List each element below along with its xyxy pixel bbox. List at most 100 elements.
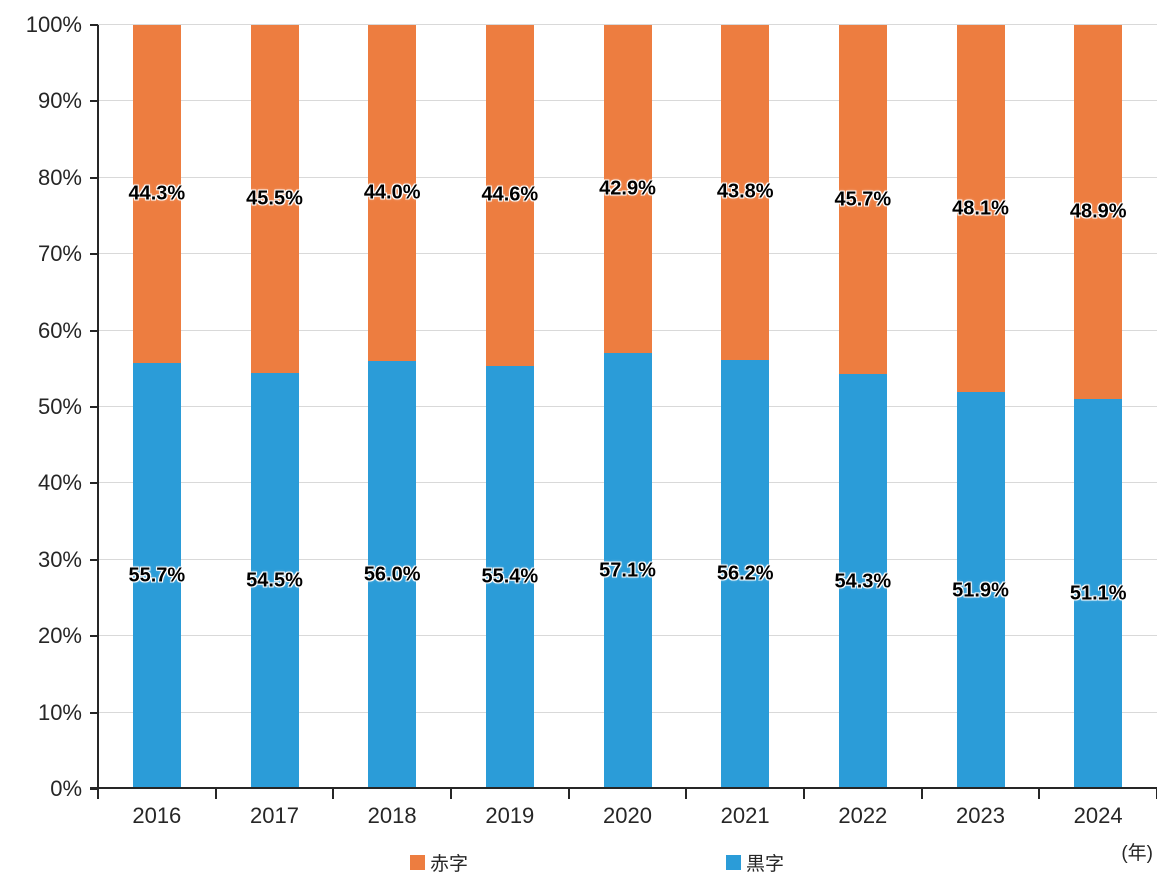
bar-value-label-surplus-2024: 51.1% bbox=[1069, 582, 1127, 605]
bar-segment-surplus-2020: 57.1% bbox=[599, 352, 656, 789]
x-tick-mark-6 bbox=[802, 789, 805, 799]
y-tick-label-60: 60% bbox=[37, 317, 82, 343]
legend-label-deficit: 赤字 bbox=[430, 854, 469, 875]
x-axis: 2016 2017 2018 2019 2020 2021 2022 2023 2024 bbox=[97, 789, 1157, 845]
y-tick-mark-30 bbox=[90, 558, 98, 561]
x-tick-label-2022: 2022 bbox=[838, 803, 888, 828]
bar-value-label-deficit-2018: 44.0% bbox=[363, 181, 421, 204]
bar-column-2023: 48.1% 51.9% bbox=[952, 25, 1009, 789]
bar-segment-surplus-2017: 54.5% bbox=[246, 372, 303, 789]
y-tick-label-20: 20% bbox=[37, 623, 82, 649]
y-tick-label-100: 100% bbox=[25, 12, 82, 37]
legend: 赤字 黒字 bbox=[410, 849, 784, 876]
bar-column-2019: 44.6% 55.4% bbox=[481, 25, 538, 789]
bar-column-2017: 45.5% 54.5% bbox=[246, 25, 303, 789]
bar-value-label-deficit-2023: 48.1% bbox=[952, 197, 1009, 220]
x-axis-line bbox=[90, 787, 1157, 789]
bar-segment-deficit-2016: 44.3% bbox=[128, 25, 185, 364]
x-tick-mark-7 bbox=[920, 789, 923, 799]
y-tick-label-50: 50% bbox=[37, 394, 82, 419]
y-tick-mark-80 bbox=[90, 176, 98, 179]
y-tick-label-40: 40% bbox=[37, 470, 82, 496]
plot-area: 44.3% 55.7% 45.5% 54.5% 44.0% 56.0% 44.6% 55.4%… bbox=[98, 24, 1157, 789]
bar-2024: 48.9% 51.1% bbox=[1039, 25, 1157, 789]
x-tick-label-2021: 2021 bbox=[720, 803, 770, 828]
x-tick-mark-3 bbox=[449, 789, 452, 799]
bars: 44.3% 55.7% 45.5% 54.5% 44.0% 56.0% 44.6% 55.4%… bbox=[98, 25, 1157, 789]
y-tick-mark-50 bbox=[90, 406, 98, 408]
bar-value-label-deficit-2024: 48.9% bbox=[1069, 200, 1127, 223]
y-tick-label-10: 10% bbox=[37, 699, 82, 725]
bar-segment-deficit-2024: 48.9% bbox=[1070, 25, 1127, 399]
y-tick-mark-60 bbox=[90, 329, 98, 332]
x-tick-mark-2 bbox=[332, 789, 335, 799]
y-tick-mark-0 bbox=[90, 788, 98, 790]
bar-segment-deficit-2017: 45.5% bbox=[246, 25, 303, 373]
legend-item-surplus: 黒字 bbox=[726, 849, 784, 876]
bar-value-label-deficit-2021: 43.8% bbox=[716, 180, 774, 203]
bar-2017: 45.5% 54.5% bbox=[216, 25, 334, 789]
bar-segment-deficit-2023: 48.1% bbox=[952, 25, 1009, 393]
bar-segment-surplus-2018: 56.0% bbox=[364, 361, 421, 789]
bar-segment-deficit-2021: 43.8% bbox=[717, 25, 774, 360]
bar-value-label-surplus-2019: 55.4% bbox=[481, 565, 539, 588]
bar-column-2024: 48.9% 51.1% bbox=[1070, 25, 1127, 789]
bar-segment-deficit-2022: 45.7% bbox=[835, 25, 891, 375]
bar-2020: 42.9% 57.1% bbox=[569, 25, 687, 789]
bar-column-2016: 44.3% 55.7% bbox=[128, 25, 185, 789]
x-tick-label-2017: 2017 bbox=[250, 803, 299, 828]
y-tick-mark-20 bbox=[90, 635, 98, 638]
legend-label-surplus: 黒字 bbox=[746, 854, 785, 875]
x-tick-label-2018: 2018 bbox=[367, 803, 417, 828]
legend-swatch-deficit-icon bbox=[410, 855, 425, 870]
legend-item-deficit: 赤字 bbox=[410, 849, 468, 876]
bar-value-label-surplus-2021: 56.2% bbox=[716, 562, 774, 585]
bar-value-label-deficit-2016: 44.3% bbox=[128, 182, 186, 205]
bar-value-label-surplus-2022: 54.3% bbox=[834, 570, 892, 593]
y-tick-label-90: 90% bbox=[37, 88, 82, 114]
x-tick-label-2023: 2023 bbox=[956, 803, 1005, 828]
bar-column-2022: 45.7% 54.3% bbox=[835, 25, 891, 789]
bar-column-2018: 44.0% 56.0% bbox=[364, 25, 421, 789]
bar-value-label-deficit-2017: 45.5% bbox=[246, 187, 303, 210]
bar-value-label-deficit-2022: 45.7% bbox=[834, 188, 892, 211]
bar-segment-deficit-2018: 44.0% bbox=[364, 25, 421, 362]
y-tick-mark-70 bbox=[90, 253, 98, 256]
bar-segment-surplus-2023: 51.9% bbox=[952, 392, 1009, 789]
x-tick-mark-8 bbox=[1038, 789, 1041, 799]
bar-2018: 44.0% 56.0% bbox=[333, 25, 451, 789]
x-tick-label-2020: 2020 bbox=[603, 803, 652, 828]
y-tick-label-0: 0% bbox=[50, 776, 82, 801]
x-tick-label-2019: 2019 bbox=[485, 803, 535, 828]
bar-segment-surplus-2021: 56.2% bbox=[717, 359, 774, 789]
bar-2016: 44.3% 55.7% bbox=[98, 25, 216, 789]
bar-segment-surplus-2024: 51.1% bbox=[1070, 398, 1127, 789]
gridline-100 bbox=[98, 24, 1157, 25]
y-tick-label-70: 70% bbox=[37, 241, 82, 267]
bar-value-label-surplus-2018: 56.0% bbox=[363, 563, 421, 586]
y-tick-mark-10 bbox=[90, 711, 98, 714]
bar-value-label-surplus-2020: 57.1% bbox=[599, 559, 656, 582]
bar-2021: 43.8% 56.2% bbox=[686, 25, 804, 789]
bar-value-label-surplus-2017: 54.5% bbox=[246, 569, 303, 592]
y-axis: 0% 10% 20% 30% 40% 50% 60% 70% 80% 90% 100% bbox=[0, 13, 98, 801]
bar-segment-deficit-2019: 44.6% bbox=[481, 25, 538, 366]
y-tick-mark-40 bbox=[90, 482, 98, 485]
x-tick-mark-0 bbox=[97, 789, 99, 799]
bar-value-label-surplus-2016: 55.7% bbox=[128, 564, 186, 587]
y-tick-mark-90 bbox=[90, 100, 98, 103]
bar-segment-deficit-2020: 42.9% bbox=[599, 25, 656, 353]
x-tick-label-2016: 2016 bbox=[132, 803, 182, 828]
bar-column-2020: 42.9% 57.1% bbox=[599, 25, 656, 789]
bar-value-label-deficit-2020: 42.9% bbox=[599, 177, 656, 200]
y-axis-line bbox=[97, 25, 99, 789]
bar-segment-surplus-2019: 55.4% bbox=[481, 365, 538, 789]
x-tick-mark-4 bbox=[567, 789, 570, 799]
legend-swatch-surplus-icon bbox=[726, 855, 742, 870]
bar-value-label-deficit-2019: 44.6% bbox=[481, 183, 539, 206]
y-tick-label-80: 80% bbox=[37, 164, 82, 190]
x-tick-mark-5 bbox=[685, 789, 688, 799]
bar-segment-surplus-2016: 55.7% bbox=[128, 363, 185, 789]
y-tick-mark-100 bbox=[90, 24, 98, 26]
